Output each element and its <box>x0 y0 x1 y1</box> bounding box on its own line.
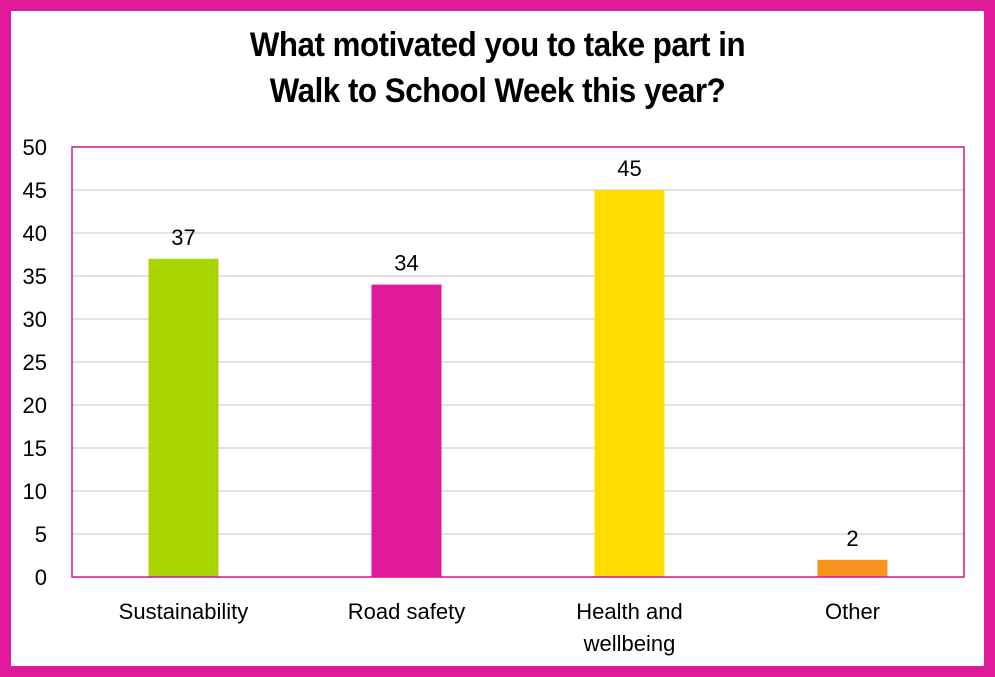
data-label: 45 <box>617 156 641 181</box>
chart-title: What motivated you to take part in Walk … <box>40 22 955 114</box>
chart-title-line-1: What motivated you to take part in <box>249 26 746 64</box>
data-label: 34 <box>394 251 418 276</box>
y-tick-label: 10 <box>23 479 47 504</box>
data-labels: 37 34 45 2 <box>171 156 858 551</box>
y-tick-label: 40 <box>23 221 47 246</box>
plot-area-border <box>71 146 965 578</box>
bar <box>148 258 219 577</box>
data-label: 2 <box>846 526 858 551</box>
y-tick-label: 35 <box>23 264 47 289</box>
y-tick-label: 25 <box>23 350 47 375</box>
y-tick-label: 50 <box>23 135 47 160</box>
bars <box>148 190 888 577</box>
y-tick-label: 15 <box>23 436 47 461</box>
gridlines <box>72 189 964 535</box>
bar <box>371 284 442 577</box>
y-tick-label: 30 <box>23 307 47 332</box>
x-tick-label: Other <box>825 599 880 624</box>
data-label: 37 <box>171 225 195 250</box>
x-tick-label: Sustainability <box>119 599 249 624</box>
bar <box>594 190 665 577</box>
y-tick-label: 0 <box>35 565 47 590</box>
x-tick-label: Road safety <box>348 599 465 624</box>
y-tick-label: 45 <box>23 178 47 203</box>
x-tick-label: Health and wellbeing <box>576 599 682 656</box>
y-axis: 0 5 10 15 20 25 30 35 40 45 50 <box>23 135 47 590</box>
x-axis: Sustainability Road safety Health and wellb… <box>119 599 880 656</box>
bar <box>817 559 888 577</box>
y-tick-label: 5 <box>35 522 47 547</box>
chart-title-line-2: Walk to School Week this year? <box>269 72 726 110</box>
y-tick-label: 20 <box>23 393 47 418</box>
